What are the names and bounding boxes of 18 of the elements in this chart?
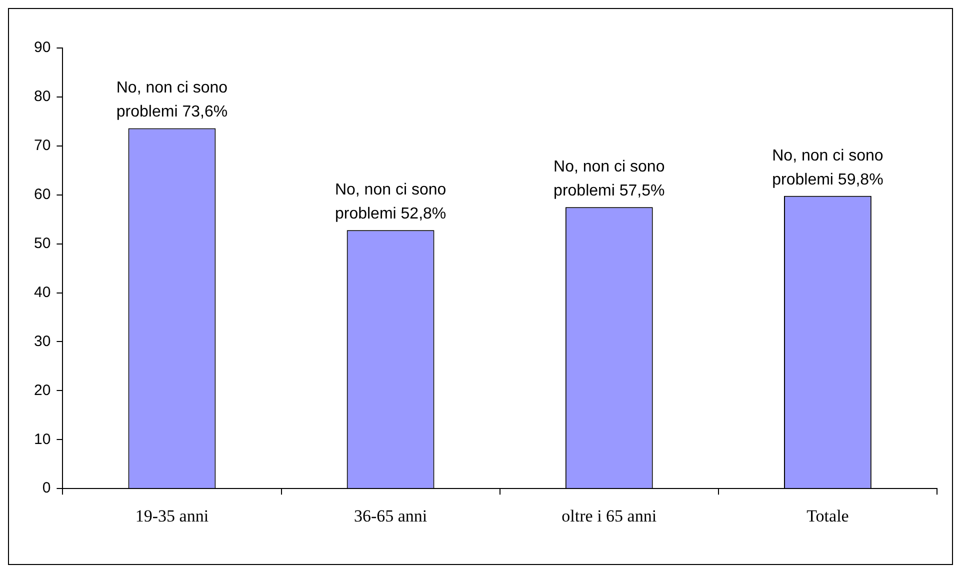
y-tick-label: 90 — [34, 39, 51, 56]
y-tick-label: 70 — [34, 137, 51, 154]
x-tick-label: Totale — [806, 506, 849, 526]
y-tick-label: 0 — [42, 480, 51, 497]
x-tick-label: 19-35 anni — [135, 506, 209, 526]
y-tick-label: 40 — [34, 284, 51, 301]
data-label: No, non ci sono problemi 52,8% — [334, 182, 446, 223]
data-label: No, non ci sono problemi 57,5% — [554, 158, 665, 200]
data-label: No, non ci sono problemi 59,8% — [772, 147, 884, 188]
y-tick-label: 60 — [34, 186, 51, 204]
data-label: No, non ci sono problemi 73,6% — [116, 80, 228, 121]
y-tick-label: 80 — [34, 88, 51, 106]
y-tick-label: 20 — [34, 382, 51, 399]
x-tick-label: 36-65 anni — [354, 506, 428, 526]
y-tick-label: 10 — [34, 430, 51, 448]
x-tick-label: oltre i 65 anni — [562, 506, 657, 526]
y-tick-label: 50 — [34, 234, 51, 252]
y-tick-label: 30 — [34, 332, 51, 350]
